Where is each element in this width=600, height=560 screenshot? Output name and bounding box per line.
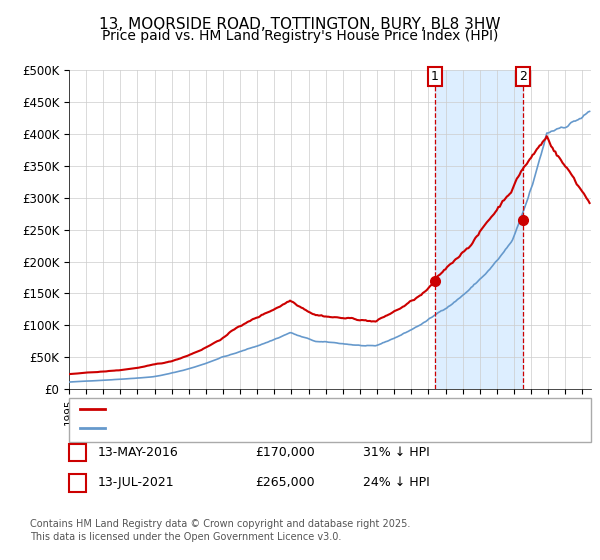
Text: 31% ↓ HPI: 31% ↓ HPI [363, 446, 430, 459]
Text: 13-JUL-2021: 13-JUL-2021 [98, 476, 175, 489]
Text: This data is licensed under the Open Government Licence v3.0.: This data is licensed under the Open Gov… [30, 532, 341, 542]
Text: 13, MOORSIDE ROAD, TOTTINGTON, BURY, BL8 3HW (detached house): 13, MOORSIDE ROAD, TOTTINGTON, BURY, BL8… [110, 402, 554, 416]
Text: 2: 2 [519, 70, 527, 83]
Text: HPI: Average price, detached house, Bury: HPI: Average price, detached house, Bury [110, 422, 371, 435]
Bar [435, 70, 523, 389]
Text: 13, MOORSIDE ROAD, TOTTINGTON, BURY, BL8 3HW: 13, MOORSIDE ROAD, TOTTINGTON, BURY, BL8… [99, 17, 501, 32]
Text: Price paid vs. HM Land Registry's House Price Index (HPI): Price paid vs. HM Land Registry's House … [102, 29, 498, 43]
Text: 13-MAY-2016: 13-MAY-2016 [98, 446, 179, 459]
Text: 1: 1 [431, 70, 439, 83]
Text: £265,000: £265,000 [255, 476, 314, 489]
Text: 1: 1 [73, 446, 82, 459]
Text: 2: 2 [73, 476, 82, 489]
Text: Contains HM Land Registry data © Crown copyright and database right 2025.: Contains HM Land Registry data © Crown c… [30, 519, 410, 529]
Text: £170,000: £170,000 [255, 446, 315, 459]
Text: 24% ↓ HPI: 24% ↓ HPI [363, 476, 430, 489]
